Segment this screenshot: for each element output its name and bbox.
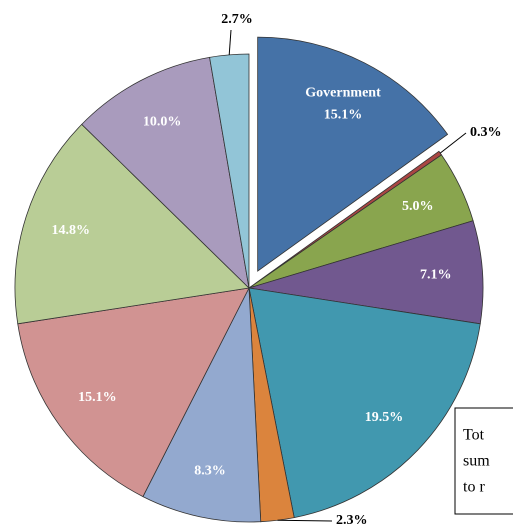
data-label: 5.0%	[402, 199, 434, 214]
data-label: 19.5%	[365, 410, 404, 425]
pie-slice	[142, 286, 262, 523]
pie-slice	[248, 287, 481, 519]
pie-slice	[17, 287, 250, 498]
pie-slice	[81, 56, 250, 290]
pie-slice	[248, 220, 484, 325]
data-label: 15.1%	[324, 108, 363, 123]
data-label: 2.7%	[221, 12, 253, 27]
slice-label: Government	[305, 86, 381, 101]
leader-line	[277, 519, 333, 522]
leader-line	[439, 132, 467, 154]
annotation-line: sum	[463, 453, 490, 470]
pie-slice	[257, 36, 449, 272]
annotation-box	[454, 407, 513, 515]
data-label: 14.8%	[51, 223, 90, 238]
data-label: 15.1%	[78, 390, 117, 405]
leader-line	[228, 29, 232, 55]
data-label: 7.1%	[420, 267, 452, 282]
data-label: 0.3%	[470, 125, 502, 140]
pie-slice	[14, 123, 250, 325]
data-label: 8.3%	[194, 463, 226, 478]
annotation-line: Tot	[463, 427, 485, 444]
data-label: 10.0%	[143, 114, 182, 129]
data-label: 2.3%	[336, 513, 368, 528]
annotation-line: to r	[463, 479, 485, 496]
